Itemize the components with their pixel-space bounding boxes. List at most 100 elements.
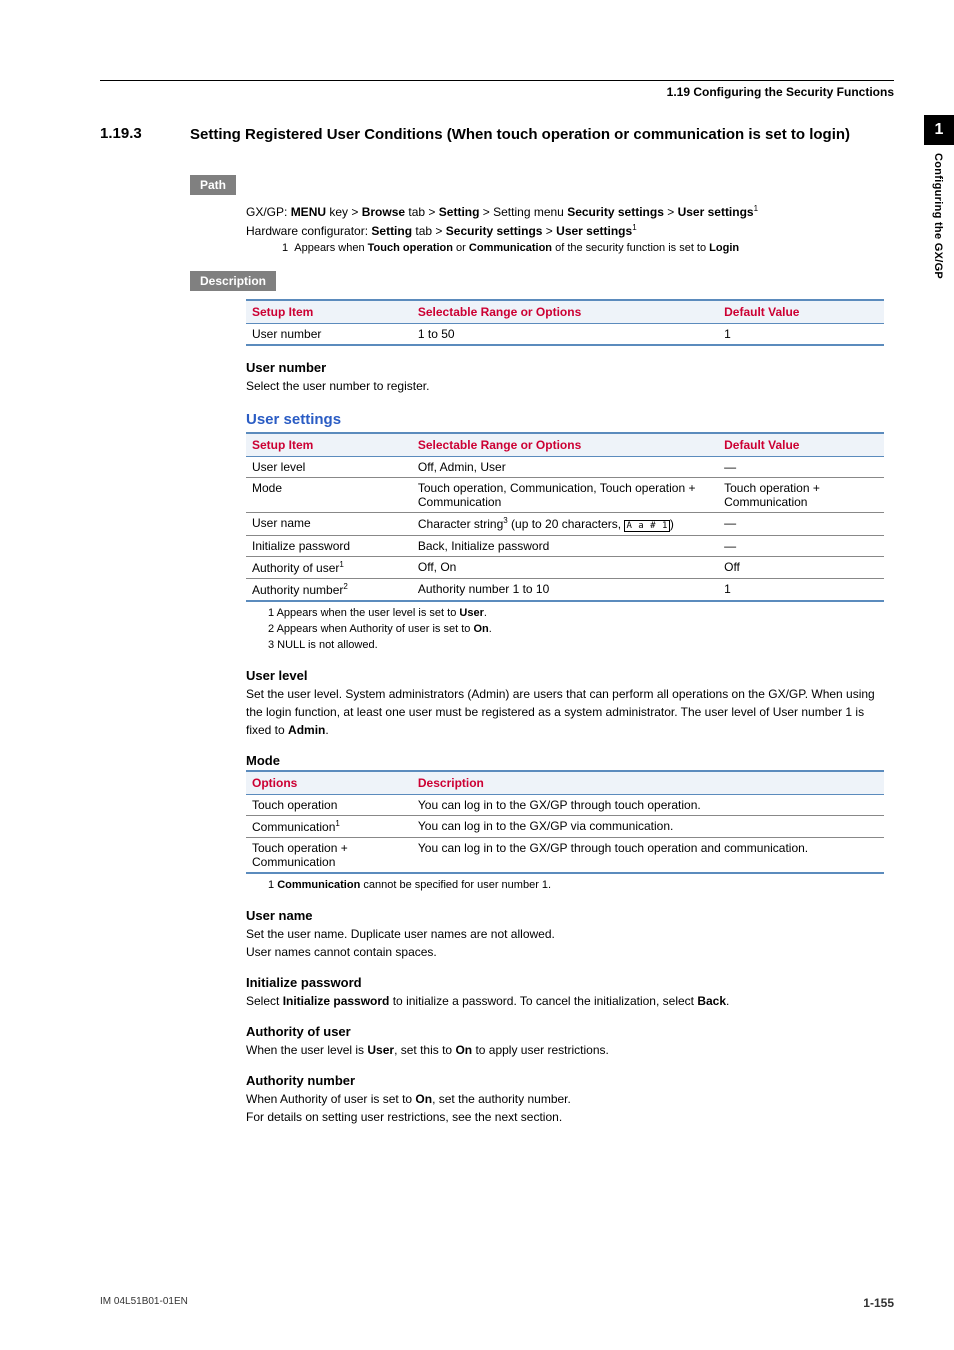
path-key: MENU	[291, 205, 326, 219]
table-row: Communication1 You can log in to the GX/…	[246, 816, 884, 838]
table-header: Default Value	[718, 433, 884, 457]
table-header: Setup Item	[246, 433, 412, 457]
path-key: Setting	[439, 205, 480, 219]
path-text: > Setting menu	[479, 205, 567, 219]
footnote-text: of the security function is set to	[552, 242, 709, 254]
table-cell: ―	[718, 513, 884, 536]
path-key: Security settings	[446, 224, 543, 238]
table-row: User level Off, Admin, User ―	[246, 457, 884, 478]
table-header: Description	[412, 771, 884, 795]
path-text: tab >	[405, 205, 439, 219]
table-row: Initialize password Back, Initialize pas…	[246, 536, 884, 557]
table-row: Authority number2 Authority number 1 to …	[246, 579, 884, 602]
path-text: >	[542, 224, 556, 238]
table-cell: Touch operation, Communication, Touch op…	[412, 478, 718, 513]
section-heading: 1.19.3 Setting Registered User Condition…	[100, 125, 894, 145]
table-cell: Off, On	[412, 557, 718, 579]
path-key: User settings	[556, 224, 632, 238]
table-mode: Options Description Touch operation You …	[246, 770, 884, 874]
path-key: Browse	[362, 205, 405, 219]
footnote-text: or	[453, 242, 469, 254]
table-cell: You can log in to the GX/GP through touc…	[412, 795, 884, 816]
section-title: Setting Registered User Conditions (When…	[190, 125, 850, 145]
table-row: Mode Touch operation, Communication, Tou…	[246, 478, 884, 513]
header-rule	[100, 80, 894, 81]
mode-head: Mode	[246, 753, 884, 768]
table-cell: Touch operation + Communication	[718, 478, 884, 513]
table-user-settings: Setup Item Selectable Range or Options D…	[246, 432, 884, 602]
footer-page-number: 1-155	[863, 1296, 894, 1310]
table-header-row: Setup Item Selectable Range or Options D…	[246, 433, 884, 457]
user-settings-title: User settings	[246, 411, 884, 428]
char-box-icon: A a # 1	[624, 520, 669, 532]
table-user-number: Setup Item Selectable Range or Options D…	[246, 299, 884, 346]
table-cell: Authority number 1 to 10	[412, 579, 718, 602]
authority-number-head: Authority number	[246, 1073, 884, 1088]
page-footer: IM 04L51B01-01EN 1-155	[100, 1296, 894, 1310]
table-header: Options	[246, 771, 412, 795]
path-key: Security settings	[567, 205, 664, 219]
table-cell: Off	[718, 557, 884, 579]
user-name-body: Set the user name. Duplicate user names …	[246, 925, 884, 961]
table-cell: Touch operation	[246, 795, 412, 816]
table-cell: Touch operation + Communication	[246, 838, 412, 874]
section-number: 1.19.3	[100, 125, 190, 142]
initialize-password-head: Initialize password	[246, 975, 884, 990]
authority-of-user-head: Authority of user	[246, 1024, 884, 1039]
description-label: Description	[190, 271, 276, 291]
table3-footnotes: 1 Communication cannot be specified for …	[268, 878, 884, 894]
table-cell: User level	[246, 457, 412, 478]
table-cell: Mode	[246, 478, 412, 513]
footnote-bold: Touch operation	[368, 242, 453, 254]
table-header: Default Value	[718, 300, 884, 324]
table-row: User number 1 to 50 1	[246, 324, 884, 346]
path-label: Path	[190, 175, 236, 195]
table-cell: ―	[718, 457, 884, 478]
path-sup: 1	[632, 223, 636, 232]
path-text: key >	[326, 205, 362, 219]
content-body: Path GX/GP: MENU key > Browse tab > Sett…	[190, 161, 884, 1126]
table-header: Selectable Range or Options	[412, 300, 718, 324]
table-row: User name Character string3 (up to 20 ch…	[246, 513, 884, 536]
table-cell: User name	[246, 513, 412, 536]
user-name-head: User name	[246, 908, 884, 923]
table-cell: 1	[718, 579, 884, 602]
path-text: tab >	[412, 224, 446, 238]
table2-footnotes: 1 Appears when the user level is set to …	[268, 606, 884, 654]
table-cell: User number	[246, 324, 412, 346]
table-cell: You can log in to the GX/GP through touc…	[412, 838, 884, 874]
path-text: Hardware configurator:	[246, 224, 371, 238]
footnote-bold: Communication	[469, 242, 552, 254]
path-sup: 1	[754, 204, 758, 213]
user-level-head: User level	[246, 668, 884, 683]
table-header-row: Setup Item Selectable Range or Options D…	[246, 300, 884, 324]
table-cell: Off, Admin, User	[412, 457, 718, 478]
table-cell: 1 to 50	[412, 324, 718, 346]
chapter-tab: 1 Configuring the GX/GP	[924, 115, 954, 279]
path-key: User settings	[678, 205, 754, 219]
path-text: GX/GP:	[246, 205, 291, 219]
table-cell: Back, Initialize password	[412, 536, 718, 557]
table-cell: Character string3 (up to 20 characters, …	[412, 513, 718, 536]
footnote-text: Appears when	[294, 242, 367, 254]
initialize-password-body: Select Initialize password to initialize…	[246, 992, 884, 1010]
table-cell: Initialize password	[246, 536, 412, 557]
table-header: Selectable Range or Options	[412, 433, 718, 457]
table-row: Authority of user1 Off, On Off	[246, 557, 884, 579]
authority-number-body: When Authority of user is set to On, set…	[246, 1090, 884, 1126]
table-cell: ―	[718, 536, 884, 557]
footnote-num: 1	[282, 242, 288, 254]
footer-doc-id: IM 04L51B01-01EN	[100, 1296, 188, 1310]
user-number-head: User number	[246, 360, 884, 375]
chapter-number-box: 1	[924, 115, 954, 145]
chapter-tab-label: Configuring the GX/GP	[924, 145, 950, 279]
path-text: >	[664, 205, 678, 219]
path-block: GX/GP: MENU key > Browse tab > Setting >…	[246, 203, 884, 257]
table-cell: You can log in to the GX/GP via communic…	[412, 816, 884, 838]
table-row: Touch operation + Communication You can …	[246, 838, 884, 874]
authority-of-user-body: When the user level is User, set this to…	[246, 1041, 884, 1059]
table-header: Setup Item	[246, 300, 412, 324]
footnote-bold: Login	[709, 242, 739, 254]
page: 1.19 Configuring the Security Functions …	[0, 0, 954, 1350]
user-number-body: Select the user number to register.	[246, 377, 884, 395]
